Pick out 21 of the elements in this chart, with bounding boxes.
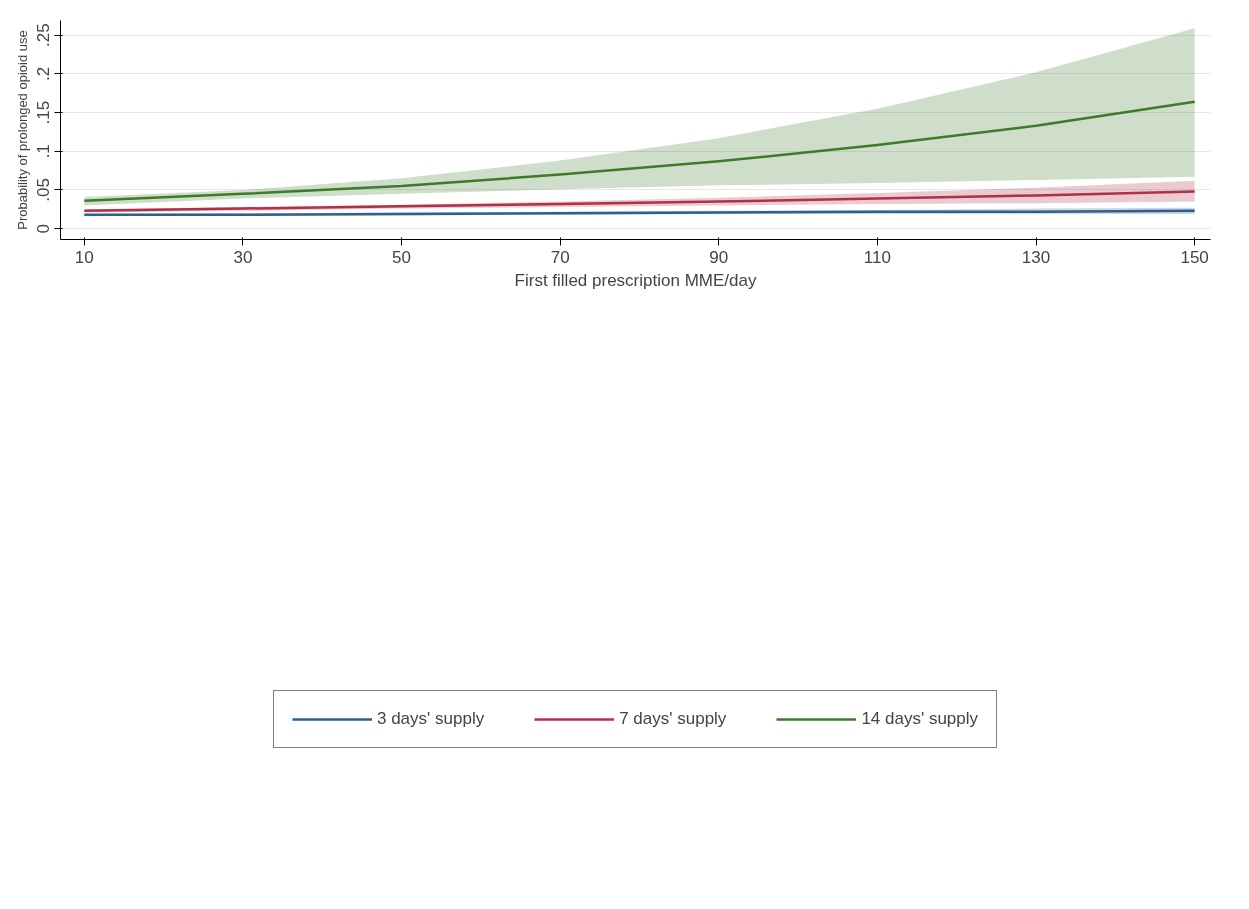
y-tick-label: .25 [34, 23, 54, 48]
legend-label: 3 days' supply [376, 708, 485, 729]
y-tick-label: .2 [34, 66, 54, 81]
x-tick-label: 10 [74, 247, 94, 267]
x-tick-label: 90 [709, 247, 729, 267]
line-series [83, 100, 1196, 203]
y-tick-label: .1 [34, 144, 54, 159]
y-axis-title: Probability of prolonged opioid use [14, 30, 30, 230]
x-tick-label: 30 [233, 247, 253, 267]
x-axis-title: First filled prescription MME/day [514, 270, 757, 290]
x-tick-label: 130 [1021, 247, 1051, 267]
x-tick-label: 50 [392, 247, 411, 267]
y-tick-label: .15 [34, 100, 54, 125]
legend-label: 14 days' supply [861, 708, 979, 729]
line-series [83, 190, 1196, 213]
x-tick-label: 150 [1180, 247, 1209, 267]
y-tick-label: .05 [34, 178, 54, 202]
legend-label: 7 days' supply [619, 708, 727, 729]
y-tick-label: 0 [34, 223, 54, 234]
x-tick-label: 70 [550, 247, 570, 267]
x-tick-label: 110 [863, 247, 891, 267]
